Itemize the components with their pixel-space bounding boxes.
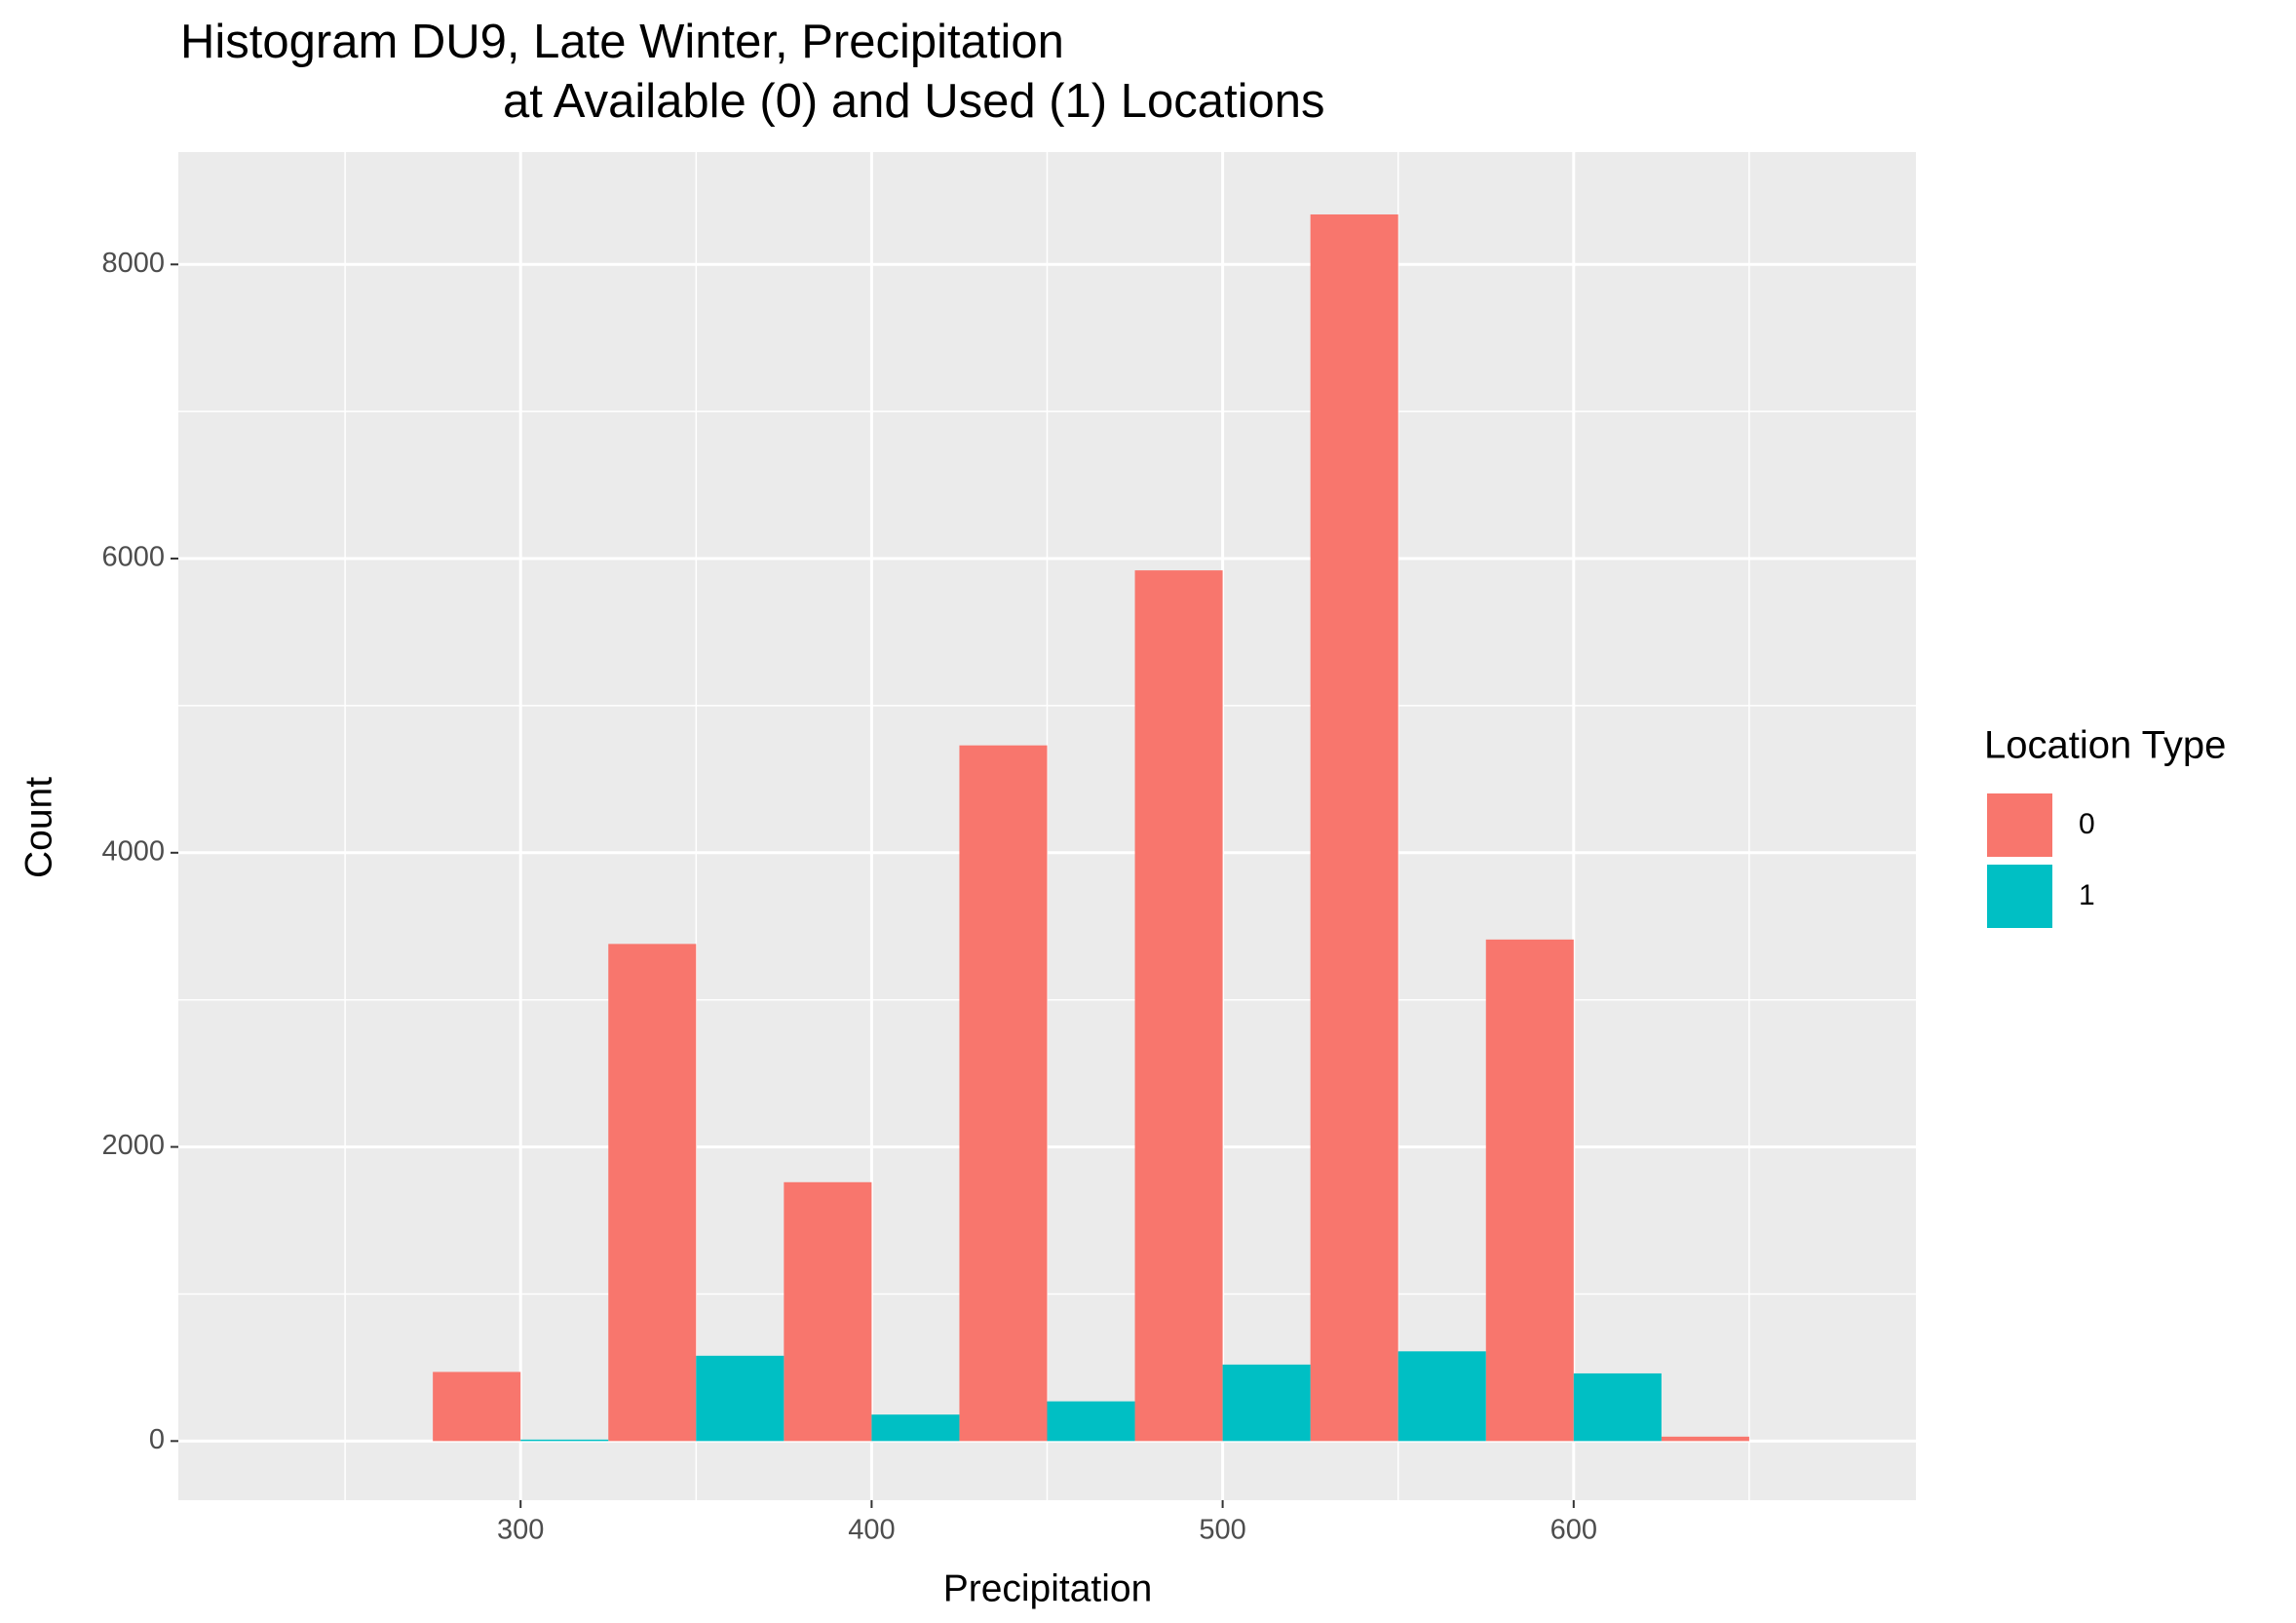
y-tick-label: 4000 <box>101 835 165 867</box>
bar <box>871 1414 960 1442</box>
bar <box>1310 213 1398 1442</box>
legend-title: Location Type <box>1984 724 2226 767</box>
y-tick-label: 2000 <box>101 1130 165 1161</box>
bar <box>608 944 697 1442</box>
bar <box>1397 1351 1486 1442</box>
x-tick-label: 300 <box>497 1515 544 1546</box>
bar <box>1661 1436 1749 1442</box>
bar <box>520 1439 609 1442</box>
y-tick-label: 0 <box>149 1424 165 1455</box>
bar <box>1222 1364 1311 1442</box>
bar <box>784 1181 872 1442</box>
y-tick-label: 8000 <box>101 248 165 279</box>
x-tick-label: 400 <box>848 1515 895 1546</box>
legend-label: 1 <box>2079 879 2095 911</box>
chart-title: Histogram DU9, Late Winter, Precipitatio… <box>180 16 1064 68</box>
y-tick-label: 6000 <box>101 542 165 573</box>
x-axis-title: Precipitation <box>943 1567 1153 1609</box>
bar <box>1047 1401 1135 1442</box>
bar <box>1485 939 1574 1442</box>
y-axis-title: Count <box>18 777 59 878</box>
legend-swatch <box>1987 865 2052 928</box>
bar <box>959 745 1048 1442</box>
chart-title: at Available (0) and Used (1) Locations <box>503 75 1324 128</box>
bar <box>433 1372 521 1442</box>
x-tick-label: 600 <box>1550 1515 1597 1546</box>
legend-label: 0 <box>2079 808 2095 840</box>
bar <box>1134 570 1223 1442</box>
legend-swatch <box>1987 793 2052 857</box>
bar <box>696 1355 784 1442</box>
x-tick-label: 500 <box>1199 1515 1245 1546</box>
bar <box>1573 1372 1662 1442</box>
